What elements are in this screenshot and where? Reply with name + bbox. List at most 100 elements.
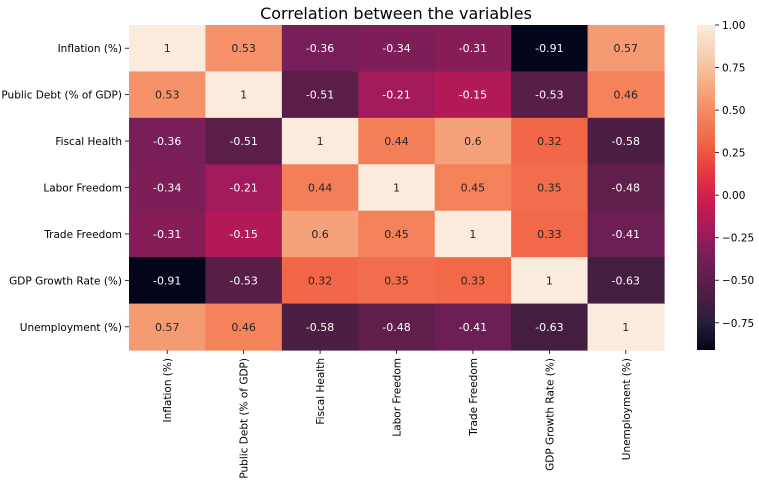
heatmap-cell xyxy=(587,164,665,212)
cell-value-label: 0.57 xyxy=(614,42,639,55)
cell-value-label: 1 xyxy=(393,182,400,195)
cell-value-label: -0.15 xyxy=(459,89,487,102)
colorbar-tick-label: 0.00 xyxy=(722,190,745,202)
y-tick-label: Public Debt (% of GDP) xyxy=(1,90,122,102)
heatmap-cell xyxy=(358,257,436,305)
heatmap-cell xyxy=(281,303,359,351)
y-tick-label: Unemployment (%) xyxy=(20,322,122,334)
heatmap-cell xyxy=(587,71,665,119)
heatmap-cell xyxy=(129,164,207,212)
cell-value-label: 1 xyxy=(317,135,324,148)
cell-value-label: 0.35 xyxy=(537,182,562,195)
cell-value-label: -0.63 xyxy=(612,274,640,287)
heatmap-cell xyxy=(205,210,283,258)
cell-value-label: 0.53 xyxy=(155,89,180,102)
x-tick-label: Inflation (%) xyxy=(162,358,174,422)
heatmap-cell xyxy=(281,25,359,73)
heatmap-cell xyxy=(281,210,359,258)
cell-value-label: 0.6 xyxy=(311,228,329,241)
cell-value-label: 1 xyxy=(622,321,629,334)
heatmap-cells: 1 0.53 -0.36 -0.34 -0.31 -0.91 0.57 0.53 1 -0.51 -… xyxy=(129,25,665,351)
cell-value-label: 0.45 xyxy=(461,182,486,195)
heatmap-cell xyxy=(434,164,512,212)
heatmap-cell xyxy=(587,117,665,165)
cell-value-label: -0.51 xyxy=(306,89,334,102)
cell-value-label: 0.32 xyxy=(308,274,333,287)
cell-value-label: 0.45 xyxy=(384,228,409,241)
cell-value-label: -0.58 xyxy=(306,321,334,334)
heatmap-cell xyxy=(205,303,283,351)
cell-value-label: -0.21 xyxy=(382,89,410,102)
heatmap-cell xyxy=(281,71,359,119)
colorbar-tick-label: −0.75 xyxy=(722,318,754,330)
cell-value-label: -0.15 xyxy=(229,228,257,241)
heatmap-cell xyxy=(205,164,283,212)
cell-value-label: 0.44 xyxy=(384,135,409,148)
cell-value-label: -0.53 xyxy=(229,274,257,287)
row-labels: Inflation (%) Public Debt (% of GDP) Fisca… xyxy=(1,43,129,334)
heatmap-cell xyxy=(358,71,436,119)
colorbar-tick-label: 0.25 xyxy=(722,148,745,160)
heatmap-cell xyxy=(358,25,436,73)
cell-value-label: -0.48 xyxy=(382,321,410,334)
cell-value-label: 0.46 xyxy=(231,321,256,334)
x-tick-label: Labor Freedom xyxy=(392,358,404,437)
cell-value-label: -0.36 xyxy=(153,135,181,148)
chart-title: Correlation between the variables xyxy=(260,4,532,23)
cell-value-label: -0.63 xyxy=(535,321,563,334)
heatmap-cell xyxy=(129,303,207,351)
heatmap-cell xyxy=(587,303,665,351)
heatmap-cell xyxy=(511,71,589,119)
heatmap-cell xyxy=(129,25,207,73)
cell-value-label: 1 xyxy=(240,89,247,102)
colorbar-tick-label: 0.75 xyxy=(722,63,745,75)
cell-value-label: 0.35 xyxy=(384,274,409,287)
colorbar-tick-label: −0.25 xyxy=(722,233,754,245)
heatmap-cell xyxy=(129,210,207,258)
heatmap-cell xyxy=(434,25,512,73)
heatmap-cell xyxy=(587,25,665,73)
heatmap-cell xyxy=(511,210,589,258)
x-tick-label: Public Debt (% of GDP) xyxy=(239,358,251,479)
heatmap-cell xyxy=(587,210,665,258)
cell-value-label: 1 xyxy=(546,274,553,287)
colorbar-tick-label: −0.50 xyxy=(722,275,754,287)
y-tick-label: Labor Freedom xyxy=(43,183,122,195)
cell-value-label: 0.46 xyxy=(614,89,639,102)
cell-value-label: -0.34 xyxy=(153,182,181,195)
cell-value-label: 0.6 xyxy=(464,135,482,148)
colorbar: 1.00 0.75 0.50 0.25 0.00 −0.25 −0.50 −0.75 xyxy=(697,20,754,350)
heatmap-cell xyxy=(358,210,436,258)
cell-value-label: -0.34 xyxy=(382,42,410,55)
cell-value-label: 0.53 xyxy=(231,42,256,55)
heatmap-cell xyxy=(129,117,207,165)
cell-value-label: 0.32 xyxy=(537,135,562,148)
cell-value-label: -0.53 xyxy=(535,89,563,102)
heatmap-cell xyxy=(281,164,359,212)
column-labels: Inflation (%) Public Debt (% of GDP) Fisca… xyxy=(162,350,633,479)
colorbar-gradient xyxy=(697,25,715,350)
heatmap-cell xyxy=(281,117,359,165)
cell-value-label: -0.91 xyxy=(153,274,181,287)
heatmap-cell xyxy=(434,303,512,351)
heatmap-cell xyxy=(129,71,207,119)
heatmap-cell xyxy=(587,257,665,305)
cell-value-label: -0.48 xyxy=(612,182,640,195)
y-tick-label: Inflation (%) xyxy=(58,43,122,55)
y-tick-label: Trade Freedom xyxy=(43,229,122,241)
heatmap-cell xyxy=(281,257,359,305)
heatmap-cell xyxy=(358,303,436,351)
x-tick-label: Trade Freedom xyxy=(468,358,480,437)
cell-value-label: -0.41 xyxy=(612,228,640,241)
heatmap-cell xyxy=(511,164,589,212)
heatmap-cell xyxy=(205,117,283,165)
cell-value-label: 0.44 xyxy=(308,182,333,195)
heatmap-cell xyxy=(511,303,589,351)
cell-value-label: 0.33 xyxy=(461,274,486,287)
cell-value-label: -0.31 xyxy=(153,228,181,241)
heatmap-cell xyxy=(129,257,207,305)
colorbar-tick-label: 0.50 xyxy=(722,105,745,117)
heatmap-cell xyxy=(205,71,283,119)
cell-value-label: -0.41 xyxy=(459,321,487,334)
